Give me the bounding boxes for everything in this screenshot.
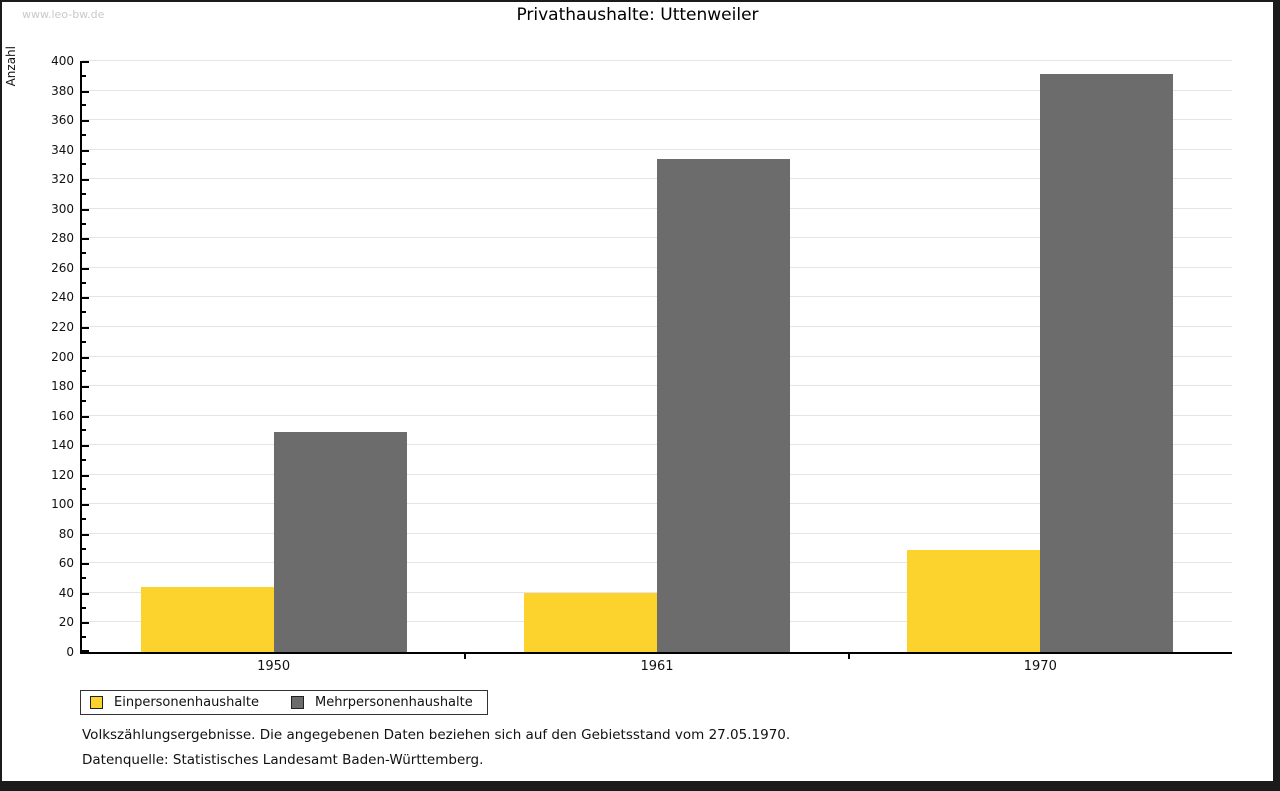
y-minor-tick-310 (82, 192, 86, 195)
x-category-label-1961: 1961 (640, 659, 674, 674)
y-major-tick-380 (82, 90, 89, 93)
legend: Einpersonenhaushalte Mehrpersonenhaushal… (80, 690, 488, 715)
gridline-400 (82, 60, 1232, 61)
y-major-tick-120 (82, 474, 89, 477)
y-major-tick-0 (82, 650, 89, 652)
y-major-tick-340 (82, 149, 89, 152)
y-tick-label-320: 320 (51, 172, 74, 187)
legend-item-einpersonenhaushalte: Einpersonenhaushalte (90, 695, 259, 710)
y-minor-tick-170 (82, 399, 86, 402)
y-tick-label-280: 280 (51, 231, 74, 246)
bar-mehrpersonenhaushalte-1970 (1040, 74, 1174, 652)
x-boundary-tick-2 (847, 652, 850, 659)
y-tick-label-200: 200 (51, 349, 74, 364)
y-major-tick-160 (82, 415, 89, 418)
y-major-tick-200 (82, 356, 89, 359)
bar-einpersonenhaushalte-1970 (907, 550, 1041, 652)
bar-einpersonenhaushalte-1950 (140, 587, 274, 652)
y-tick-label-140: 140 (51, 438, 74, 453)
y-minor-tick-270 (82, 252, 86, 255)
y-minor-tick-390 (82, 74, 86, 77)
y-major-tick-180 (82, 386, 89, 389)
plot-area (80, 60, 1232, 659)
x-category-label-1970: 1970 (1023, 659, 1057, 674)
y-minor-tick-330 (82, 163, 86, 166)
y-major-tick-40 (82, 592, 89, 595)
y-tick-label-340: 340 (51, 142, 74, 157)
y-tick-label-20: 20 (58, 615, 74, 630)
y-tick-label-160: 160 (51, 408, 74, 423)
y-tick-label-260: 260 (51, 260, 74, 275)
legend-item-mehrpersonenhaushalte: Mehrpersonenhaushalte (291, 695, 473, 710)
y-major-tick-60 (82, 563, 89, 566)
y-minor-tick-130 (82, 458, 86, 461)
x-category-label-1950: 1950 (257, 659, 291, 674)
y-major-tick-220 (82, 326, 89, 329)
y-tick-label-120: 120 (51, 467, 74, 482)
legend-label-einpersonenhaushalte: Einpersonenhaushalte (114, 695, 259, 710)
y-tick-label-360: 360 (51, 113, 74, 128)
y-axis-tick-labels: 0 20 40 60 80 100 120 140 160 180 200 220 240 260 280 3… (2, 54, 74, 659)
y-major-tick-360 (82, 120, 89, 123)
y-major-tick-300 (82, 208, 89, 211)
y-tick-label-220: 220 (51, 319, 74, 334)
legend-swatch-mehrpersonenhaushalte-icon (291, 696, 304, 709)
y-minor-tick-150 (82, 429, 86, 432)
bar-mehrpersonenhaushalte-1961 (657, 158, 790, 652)
y-major-tick-20 (82, 622, 89, 625)
gridline-360 (82, 119, 1232, 121)
y-minor-tick-70 (82, 547, 86, 550)
y-major-tick-140 (82, 445, 89, 448)
bar-einpersonenhaushalte-1961 (524, 592, 657, 652)
y-tick-label-240: 240 (51, 290, 74, 305)
y-tick-label-180: 180 (51, 379, 74, 394)
y-tick-label-40: 40 (58, 585, 74, 600)
y-major-tick-400 (82, 61, 89, 63)
y-minor-tick-230 (82, 311, 86, 314)
y-minor-tick-190 (82, 370, 86, 373)
legend-label-mehrpersonenhaushalte: Mehrpersonenhaushalte (315, 695, 473, 710)
gridline-380 (82, 89, 1232, 91)
y-tick-label-80: 80 (58, 526, 74, 541)
y-minor-tick-110 (82, 488, 86, 491)
watermark-url: www.leo-bw.de (22, 8, 105, 21)
footnote-source-note: Volkszählungsergebnisse. Die angegebenen… (82, 727, 791, 743)
y-major-tick-320 (82, 179, 89, 182)
y-tick-label-0: 0 (66, 645, 74, 659)
y-minor-tick-250 (82, 281, 86, 284)
y-minor-tick-290 (82, 222, 86, 225)
bar-mehrpersonenhaushalte-1950 (273, 431, 407, 652)
y-major-tick-280 (82, 238, 89, 241)
legend-swatch-einpersonenhaushalte-icon (90, 696, 103, 709)
y-minor-tick-350 (82, 133, 86, 136)
y-minor-tick-370 (82, 104, 86, 107)
y-minor-tick-90 (82, 518, 86, 521)
y-major-tick-260 (82, 267, 89, 270)
y-tick-label-300: 300 (51, 201, 74, 216)
y-minor-tick-10 (82, 636, 86, 639)
x-axis-category-labels: 1950 1961 1970 (82, 659, 1232, 679)
x-boundary-tick-1 (464, 652, 467, 659)
y-tick-label-380: 380 (51, 83, 74, 98)
y-major-tick-100 (82, 504, 89, 507)
y-major-tick-80 (82, 533, 89, 536)
y-minor-tick-50 (82, 577, 86, 580)
y-tick-label-100: 100 (51, 497, 74, 512)
gridline-340 (82, 148, 1232, 150)
y-minor-tick-30 (82, 606, 86, 609)
y-tick-label-60: 60 (58, 556, 74, 571)
footnote-data-source: Datenquelle: Statistisches Landesamt Bad… (82, 752, 484, 768)
y-minor-tick-210 (82, 340, 86, 343)
y-major-tick-240 (82, 297, 89, 300)
y-tick-label-400: 400 (51, 54, 74, 68)
page-title: Privathaushalte: Uttenweiler (516, 5, 759, 25)
